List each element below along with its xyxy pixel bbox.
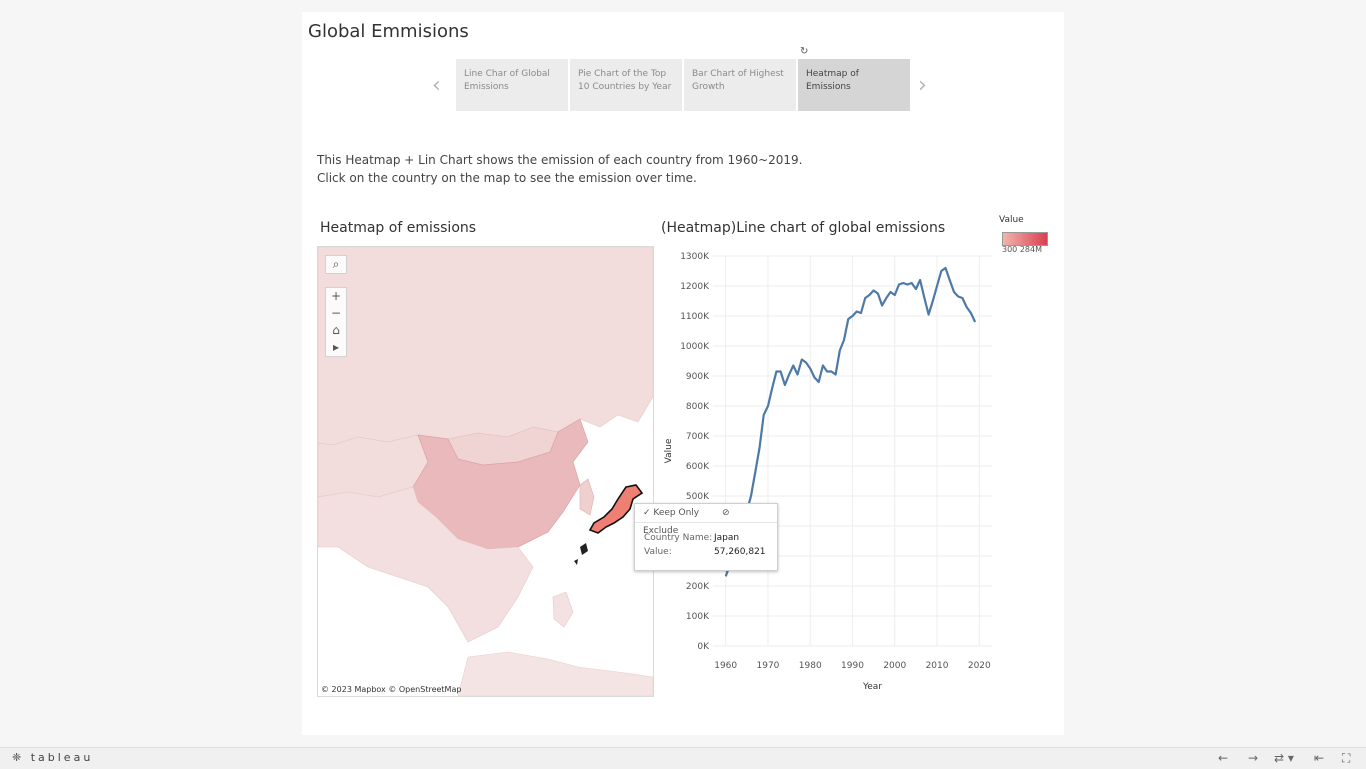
tableau-logo[interactable]: ❈ tableau (12, 751, 94, 764)
map-zoom-controls: + − ⌂ ▸ (325, 287, 347, 357)
y-tick-label: 600K (686, 462, 710, 472)
y-tick-label: 1200K (680, 282, 710, 292)
play-icon[interactable]: ▸ (332, 340, 340, 354)
y-tick-label: 0K (697, 642, 710, 652)
region-indonesia[interactable] (457, 651, 653, 696)
tooltip-value-row: Value: 57,260,821 (635, 547, 777, 557)
x-tick-label: 1980 (799, 661, 822, 671)
map-attribution[interactable]: © 2023 Mapbox © OpenStreetMap (321, 685, 462, 694)
x-tick-label: 1960 (714, 661, 737, 671)
dashboard: Global Emmisions ↻ ‹ Line Char of Global… (302, 12, 1064, 735)
revert-all-icon[interactable]: ⇄ ▾ (1274, 751, 1294, 765)
description-line-1: This Heatmap + Lin Chart shows the emiss… (317, 153, 803, 167)
legend-max-label: 284M (1019, 245, 1042, 254)
line-chart[interactable]: 0K100K200K300K400K500K600K700K800K900K10… (657, 242, 1002, 712)
map-canvas[interactable] (318, 247, 653, 696)
y-tick-label: 1000K (680, 342, 710, 352)
tableau-toolbar: ❈ tableau ← → ⇄ ▾ ⇤ ⛶ (0, 747, 1366, 769)
tooltip-value-label: Value: (644, 547, 672, 557)
redo-icon[interactable]: → (1248, 751, 1259, 765)
tooltip-country-value: Japan (714, 533, 740, 543)
tooltip-country-row: Country Name: Japan (635, 533, 777, 543)
next-story-arrow-icon[interactable]: › (918, 73, 927, 98)
legend-labels: 300 284M (1002, 245, 1042, 254)
map-search-control[interactable]: ⌕ (325, 255, 347, 274)
region-ryukyu[interactable] (574, 543, 588, 565)
x-tick-label: 2010 (926, 661, 949, 671)
zoom-out-icon[interactable]: − (330, 306, 342, 320)
description: This Heatmap + Lin Chart shows the emiss… (317, 151, 803, 187)
search-icon[interactable]: ⌕ (332, 257, 340, 271)
y-tick-label: 200K (686, 582, 710, 592)
legend-color-ramp[interactable] (1002, 232, 1048, 246)
tooltip: ✓ Keep Only ⊘ Exclude Country Name: Japan… (634, 503, 778, 571)
story-tab-heatmap[interactable]: Heatmap of Emissions (798, 59, 910, 111)
undo-icon[interactable]: ← (1218, 751, 1229, 765)
exclude-button[interactable]: ⊘ Exclude (643, 508, 730, 536)
region-philippines[interactable] (552, 591, 574, 628)
emissions-series-line[interactable] (724, 266, 977, 577)
dashboard-title: Global Emmisions (308, 21, 469, 42)
legend-min-label: 300 (1002, 245, 1018, 254)
legend-title: Value (999, 215, 1024, 225)
tooltip-value-value: 57,260,821 (714, 547, 766, 557)
previous-story-arrow-icon[interactable]: ‹ (432, 73, 441, 98)
zoom-in-icon[interactable]: + (330, 289, 342, 303)
tooltip-country-label: Country Name: (644, 533, 713, 543)
story-tab-line-chart[interactable]: Line Char of Global Emissions (456, 59, 568, 111)
fullscreen-icon[interactable]: ⛶ (1342, 751, 1351, 765)
x-tick-label: 2000 (883, 661, 906, 671)
y-tick-label: 700K (686, 432, 710, 442)
y-tick-label: 1100K (680, 312, 710, 322)
region-russia[interactable] (318, 247, 653, 446)
x-tick-label: 2020 (968, 661, 991, 671)
y-tick-label: 900K (686, 372, 710, 382)
story-tab-bar-chart[interactable]: Bar Chart of Highest Growth (684, 59, 796, 111)
description-line-2: Click on the country on the map to see t… (317, 171, 697, 185)
x-axis-title: Year (862, 682, 882, 692)
revert-icon[interactable]: ↻ (800, 46, 809, 57)
y-axis-title: Value (664, 438, 674, 463)
heatmap-map[interactable]: ⌕ + − ⌂ ▸ © 2023 Mapbox © OpenStreetMap (317, 246, 654, 697)
y-tick-label: 100K (686, 612, 710, 622)
region-japan[interactable] (588, 484, 644, 534)
story-tab-pie-chart[interactable]: Pie Chart of the Top 10 Countries by Yea… (570, 59, 682, 111)
y-tick-label: 1300K (680, 252, 710, 262)
y-tick-label: 500K (686, 492, 710, 502)
map-title: Heatmap of emissions (320, 220, 477, 236)
pause-updates-icon[interactable]: ⇤ (1314, 751, 1325, 765)
x-tick-label: 1990 (841, 661, 864, 671)
keep-only-button[interactable]: ✓ Keep Only (643, 508, 700, 518)
y-tick-label: 800K (686, 402, 710, 412)
home-icon[interactable]: ⌂ (332, 323, 340, 337)
region-korea[interactable] (579, 478, 595, 516)
x-tick-label: 1970 (757, 661, 780, 671)
keep-only-label: Keep Only (653, 508, 700, 518)
tooltip-actions: ✓ Keep Only ⊘ Exclude (635, 504, 777, 536)
region-south-asia[interactable] (318, 486, 534, 643)
chart-title: (Heatmap)Line chart of global emissions (661, 220, 946, 236)
exclude-label: Exclude (643, 526, 679, 536)
